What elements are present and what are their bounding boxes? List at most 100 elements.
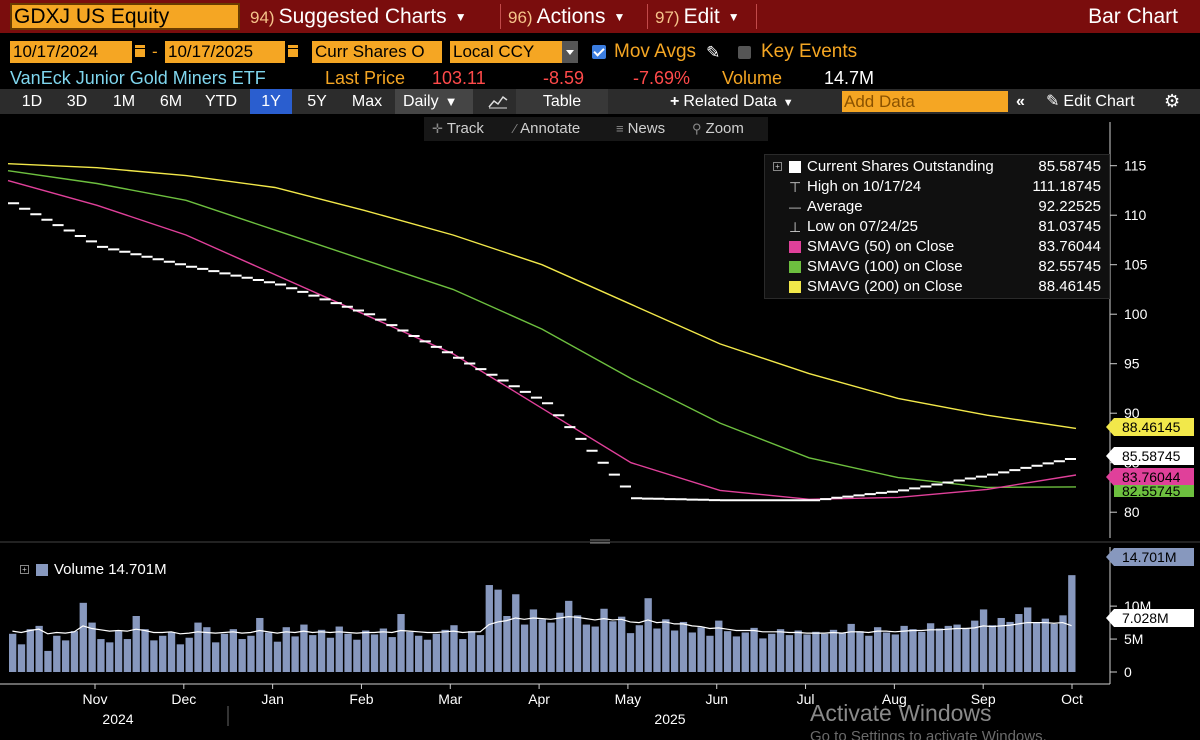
period-1d[interactable]: 1D: [21, 93, 43, 110]
volume-bar: [61, 640, 70, 672]
volume-bar: [865, 635, 873, 672]
currency-selector[interactable]: Local CCY: [450, 41, 562, 63]
divider: [647, 4, 648, 29]
volume-bar: [768, 633, 776, 672]
volume-bar: [556, 612, 564, 672]
plus-icon: +: [670, 93, 680, 110]
field-selector[interactable]: Curr Shares O: [312, 41, 442, 63]
zoom-tool[interactable]: ⚲ Zoom: [692, 117, 744, 141]
frequency-dropdown[interactable]: Daily ▼: [395, 89, 473, 114]
legend-row-shares[interactable]: + Current Shares Outstanding 85.58745: [773, 157, 1101, 177]
volume-bar: [282, 627, 290, 672]
legend-name: SMAVG (50) on Close: [807, 238, 955, 255]
legend-name: SMAVG (100) on Close: [807, 258, 963, 275]
year-label: 2024: [102, 711, 133, 727]
year-label: 2025: [654, 711, 685, 727]
x-tick-label: Aug: [882, 691, 907, 707]
sma200-line: [7, 163, 1077, 430]
period-ytd[interactable]: YTD: [205, 93, 237, 110]
volume-bar: [44, 650, 52, 672]
volume-bar: [909, 629, 917, 672]
legend-name: Current Shares Outstanding: [807, 158, 994, 175]
expand-icon[interactable]: +: [20, 565, 29, 574]
volume-bar: [803, 634, 811, 672]
volume-bar: [476, 635, 485, 672]
divider: [756, 4, 757, 29]
key-events-label[interactable]: Key Events: [761, 41, 858, 62]
news-icon: ≡: [616, 121, 624, 136]
volume-bar: [176, 644, 185, 672]
volume-bar: [159, 635, 167, 672]
volume-bar: [353, 639, 361, 672]
volume-value: 14.7M: [824, 68, 875, 88]
edit-menu[interactable]: 97) Edit ▼: [655, 3, 740, 30]
add-data-input[interactable]: [842, 91, 1008, 112]
legend-row-low: ⊥ Low on 07/24/25 81.03745: [773, 217, 1101, 237]
volume-bar: [415, 635, 423, 672]
legend-row-sma50[interactable]: SMAVG (50) on Close 83.76044: [773, 237, 1101, 257]
actions-menu[interactable]: 96) Actions ▼: [508, 3, 625, 30]
end-date-field[interactable]: 10/17/2025: [165, 41, 285, 63]
legend-swatch: [789, 241, 801, 253]
volume-bar: [829, 629, 838, 672]
menu-label: Edit: [683, 5, 720, 28]
key-events-checkbox[interactable]: [738, 46, 751, 59]
menu-number: 94): [250, 8, 275, 27]
legend-value: 111.18745: [1032, 178, 1101, 195]
period-3d[interactable]: 3D: [66, 93, 88, 110]
expand-icon[interactable]: +: [773, 162, 782, 171]
suggested-charts-menu[interactable]: 94) Suggested Charts ▼: [250, 3, 467, 30]
news-tool[interactable]: ≡ News: [616, 117, 665, 141]
x-tick-label: Jan: [261, 691, 284, 707]
pencil-icon[interactable]: ✎: [706, 43, 721, 62]
volume-bar: [309, 635, 317, 672]
volume-bar: [1006, 621, 1014, 672]
legend-row-sma200[interactable]: SMAVG (200) on Close 88.46145: [773, 277, 1101, 297]
mov-avgs-checkbox[interactable]: [592, 45, 606, 59]
volume-bar: [406, 631, 414, 672]
mov-avgs-label[interactable]: Mov Avgs: [614, 41, 697, 62]
annotate-tool[interactable]: ∕ Annotate: [514, 117, 580, 141]
table-button[interactable]: Table: [516, 89, 608, 114]
period-1y[interactable]: 1Y: [250, 89, 292, 114]
dropdown-arrow-icon[interactable]: [562, 41, 578, 63]
period-1m[interactable]: 1M: [112, 93, 136, 110]
menu-number: 96): [508, 8, 533, 27]
volume-bar: [432, 633, 440, 672]
volume-bar: [203, 627, 211, 672]
edit-chart-button[interactable]: ✎ Edit Chart: [1046, 89, 1135, 114]
volume-bar: [626, 633, 635, 672]
line-chart-icon[interactable]: [488, 94, 508, 109]
y-axis-ticks: 80859095100105110115: [1110, 158, 1148, 520]
period-max[interactable]: Max: [351, 93, 383, 110]
calendar-icon[interactable]: [134, 44, 146, 58]
period-5y[interactable]: 5Y: [307, 93, 327, 110]
annotate-label: Annotate: [520, 120, 581, 137]
volume-bar: [194, 622, 202, 672]
start-date-field[interactable]: 10/17/2024: [10, 41, 132, 63]
gear-icon[interactable]: ⚙: [1164, 91, 1181, 111]
volume-bar: [335, 626, 343, 672]
volume-bar: [88, 622, 96, 672]
volume-average-line: [12, 616, 1072, 635]
track-tool[interactable]: ✛ Track: [432, 117, 484, 141]
calendar-icon[interactable]: [287, 44, 299, 58]
volume-bar: [618, 616, 626, 672]
collapse-icon[interactable]: «: [1016, 93, 1025, 110]
volume-bar: [926, 623, 935, 672]
news-label: News: [627, 120, 666, 137]
volume-bar: [538, 619, 546, 672]
volume-bar: [715, 620, 723, 672]
ticker-input[interactable]: GDXJ US Equity: [10, 3, 240, 30]
volume-bar: [185, 637, 193, 672]
legend-row-sma100[interactable]: SMAVG (100) on Close 82.55745: [773, 257, 1101, 277]
price-tag-volume-avg: 7.028M: [1106, 609, 1194, 627]
volume-bar: [9, 633, 17, 672]
period-6m[interactable]: 6M: [159, 93, 183, 110]
volume-bar: [370, 634, 379, 672]
menu-label: Actions: [536, 5, 606, 28]
volume-bar: [423, 639, 432, 672]
volume-bar: [750, 627, 758, 672]
related-data-button[interactable]: + Related Data ▼: [670, 89, 794, 116]
